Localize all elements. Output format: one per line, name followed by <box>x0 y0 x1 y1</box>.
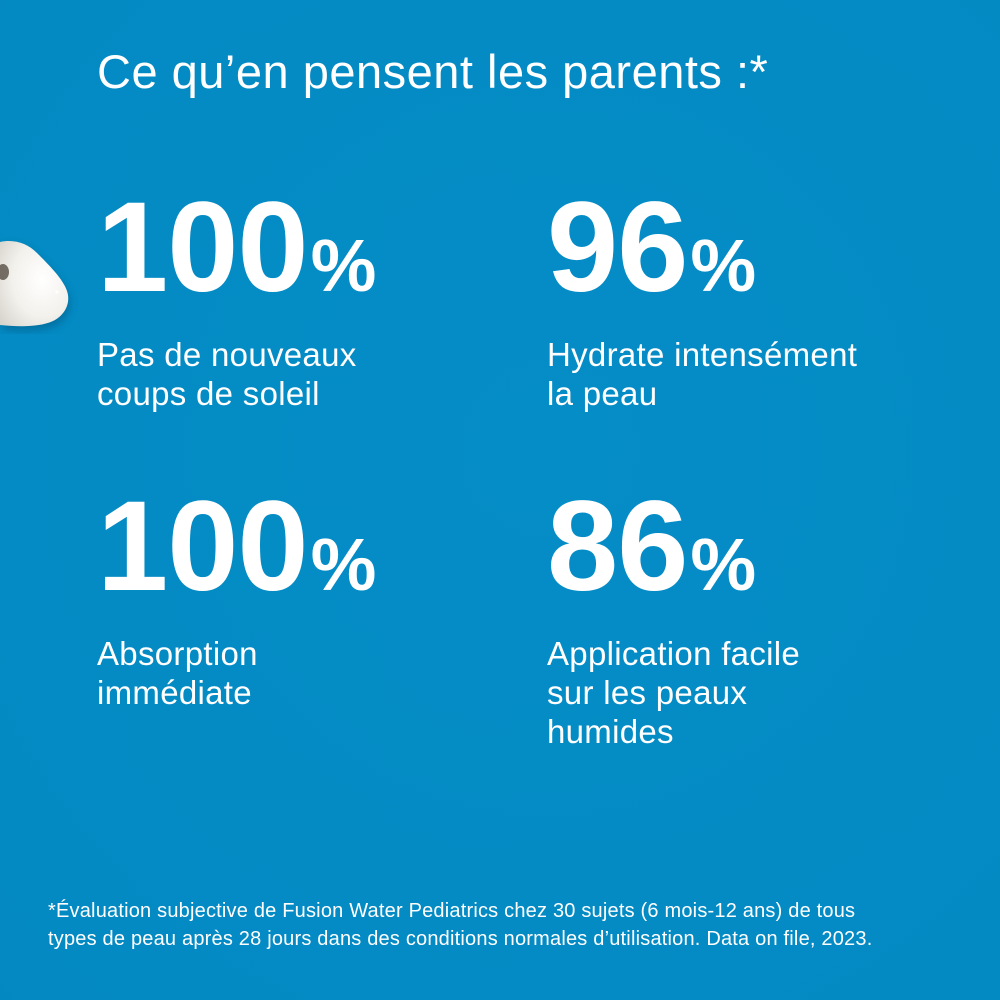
stat-label-line: Pas de nouveaux <box>97 336 357 373</box>
stat-label-line: sur les peaux <box>547 674 748 711</box>
percent-sign: % <box>310 224 377 307</box>
stat-label: Application facile sur les peaux humides <box>547 634 977 751</box>
cream-swoosh-image <box>0 234 82 334</box>
stat-hydration: 96% Hydrate intensément la peau <box>547 184 977 413</box>
stat-number: 100 <box>97 176 309 319</box>
footnote-line: types de peau après 28 jours dans des co… <box>48 928 873 950</box>
cream-highlight-dot <box>55 290 59 294</box>
stat-value: 96% <box>547 184 977 330</box>
percent-sign: % <box>310 523 377 606</box>
stat-value: 86% <box>547 483 977 629</box>
stat-label: Pas de nouveaux coups de soleil <box>97 335 527 413</box>
stat-label: Absorption immédiate <box>97 634 527 712</box>
footnote: *Évaluation subjective de Fusion Water P… <box>48 897 872 953</box>
stat-label-line: humides <box>547 713 674 750</box>
stat-label-line: immédiate <box>97 674 252 711</box>
stat-number: 86 <box>547 475 688 618</box>
footnote-line: *Évaluation subjective de Fusion Water P… <box>48 900 856 922</box>
cream-blob-shape <box>0 241 69 327</box>
stat-easy-application: 86% Application facile sur les peaux hum… <box>547 483 977 751</box>
stat-number: 100 <box>97 475 309 618</box>
stat-label-line: Absorption <box>97 635 258 672</box>
stat-value: 100% <box>97 184 527 330</box>
percent-sign: % <box>690 523 757 606</box>
stat-absorption: 100% Absorption immédiate <box>97 483 527 712</box>
stat-value: 100% <box>97 483 527 629</box>
percent-sign: % <box>690 224 757 307</box>
stat-label-line: Hydrate intensément <box>547 336 858 373</box>
headline: Ce qu’en pensent les parents :* <box>97 45 769 98</box>
stat-label-line: Application facile <box>547 635 801 672</box>
stat-label-line: coups de soleil <box>97 375 320 412</box>
stat-label-line: la peau <box>547 375 658 412</box>
stat-label: Hydrate intensément la peau <box>547 335 977 413</box>
stat-number: 96 <box>547 176 688 319</box>
stat-no-new-sunburn: 100% Pas de nouveaux coups de soleil <box>97 184 527 413</box>
cream-shadow-spot <box>0 264 9 280</box>
